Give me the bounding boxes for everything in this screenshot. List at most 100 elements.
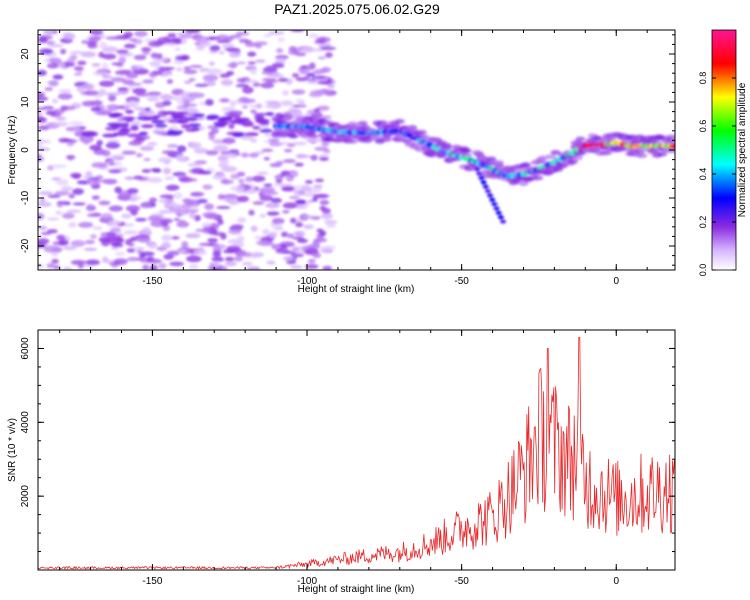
spectrogram-noise-blob — [147, 40, 163, 48]
spectrogram-noise-blob — [102, 46, 118, 53]
spectrogram-noise-blob — [130, 124, 139, 131]
spectrogram-noise-blob — [176, 145, 187, 153]
spectrogram-noise-blob — [187, 162, 202, 167]
spectrogram-ridge-blob — [671, 143, 675, 149]
spectrogram-noise-blob — [123, 43, 136, 49]
spectrogram-ylabel: Frequency (Hz) — [7, 116, 18, 185]
spectrogram-noise-blob — [291, 72, 300, 78]
spectrogram-noise-blob — [322, 265, 332, 270]
spectrogram-noise-blob — [106, 139, 120, 144]
spectrogram-noise-blob — [216, 34, 230, 42]
spectrogram-noise-blob — [320, 46, 337, 51]
spectrogram-noise-blob — [170, 37, 182, 42]
spectrogram-noise-blob — [288, 107, 299, 114]
spectrogram-noise-blob — [135, 217, 147, 222]
spectrogram-noise-blob — [283, 149, 293, 153]
spectrogram-noise-blob — [249, 267, 257, 270]
spectrogram-noise-blob — [242, 98, 256, 104]
spectrogram-noise-blob — [196, 198, 208, 204]
spectrogram-noise-blob — [59, 48, 67, 55]
spectrogram-noise-blob — [205, 150, 219, 156]
spectrogram-noise-blob — [219, 265, 228, 270]
spectrogram-noise-blob — [268, 141, 283, 147]
snr-frame — [37, 329, 676, 571]
spectrogram-noise-blob — [128, 140, 143, 146]
spectrogram-ridge-halo — [602, 150, 613, 156]
spectrogram-noise-blob — [255, 240, 268, 246]
spectrogram-noise-blob — [109, 227, 122, 234]
spectrogram-y-tick-label: -10 — [20, 190, 31, 205]
spectrogram-noise-blob — [256, 171, 269, 176]
spectrogram-noise-blob — [190, 142, 203, 148]
spectrogram-noise-blob — [161, 72, 173, 76]
spectrogram-noise-blob — [218, 159, 230, 166]
spectrogram-noise-blob — [221, 107, 236, 112]
spectrogram-noise-blob — [174, 55, 189, 61]
spectrogram-noise-blob — [109, 154, 126, 159]
spectrogram-noise-blob — [197, 170, 212, 175]
spectrogram-noise-blob — [162, 110, 178, 115]
spectrogram-noise-blob — [160, 209, 170, 214]
spectrogram-noise-blob — [266, 260, 276, 265]
spectrogram-ridge-halo — [394, 118, 405, 124]
spectrogram-noise-blob — [312, 241, 321, 248]
spectrogram-noise-blob — [306, 80, 320, 85]
spectrogram-noise-blob — [44, 87, 54, 91]
spectrogram-noise-blob — [295, 222, 304, 228]
spectrogram-noise-blob — [175, 67, 183, 72]
spectrogram-noise-blob — [319, 246, 332, 253]
spectrogram-noise-blob — [176, 99, 185, 105]
spectrogram-noise-blob — [217, 193, 225, 200]
spectrogram-noise-blob — [229, 100, 237, 108]
spectrogram-noise-blob — [237, 195, 249, 203]
spectrogram-noise-blob — [176, 154, 186, 161]
spectrogram-noise-blob — [220, 179, 234, 185]
spectrogram-noise-blob — [266, 79, 279, 83]
spectrogram-noise-blob — [231, 132, 244, 137]
spectrogram-noise-blob — [173, 59, 185, 65]
spectrogram-ridge-halo — [520, 162, 531, 168]
spectrogram-noise-blob — [127, 133, 142, 138]
spectrogram-noise-blob — [235, 31, 250, 36]
spectrogram-ridge-halo — [308, 133, 319, 139]
spectrogram-noise-blob — [290, 217, 297, 224]
spectrogram-noise-blob — [54, 121, 69, 127]
spectrogram-ridge-halo — [288, 133, 299, 139]
spectrogram-noise-blob — [311, 75, 327, 79]
spectrogram-noise-blob — [38, 139, 47, 144]
spectrogram-noise-blob — [319, 157, 329, 161]
spectrogram-noise-blob — [73, 125, 80, 132]
spectrogram-noise-blob — [72, 202, 86, 206]
spectrogram-branch-blob — [497, 215, 504, 220]
spectrogram-noise-blob — [259, 128, 273, 133]
spectrogram-ridge-halo — [419, 134, 430, 140]
spectrogram-noise-blob — [38, 116, 48, 124]
spectrogram-noise-blob — [68, 193, 75, 199]
snr-x-tick-label: -150 — [142, 576, 162, 587]
spectrogram-noise-blob — [38, 96, 49, 102]
spectrogram-noise-blob — [118, 56, 127, 64]
spectrogram-noise-blob — [102, 178, 118, 185]
spectrogram-noise-blob — [282, 256, 294, 261]
spectrogram-noise-blob — [173, 192, 183, 200]
spectrogram-noise-blob — [272, 62, 285, 68]
spectrogram-noise-blob — [123, 230, 139, 235]
spectrogram-noise-blob — [189, 263, 199, 270]
spectrogram-noise-blob — [188, 212, 196, 219]
spectrogram-noise-blob — [131, 65, 142, 70]
spectrogram-noise-blob — [128, 86, 135, 91]
spectrogram-noise-blob — [291, 246, 299, 253]
spectrogram-y-tick-label: -20 — [20, 238, 31, 253]
spectrogram-ridge-halo — [347, 138, 358, 144]
spectrogram-ridge-halo — [357, 120, 368, 126]
spectrogram-noise-blob — [224, 47, 240, 51]
spectrogram-noise-blob — [46, 217, 60, 221]
spectrogram-noise-blob — [124, 176, 135, 180]
spectrogram-noise-blob — [139, 146, 155, 151]
spectrogram-noise-blob — [128, 38, 138, 42]
spectrogram-noise-blob — [38, 69, 47, 76]
spectrogram-noise-blob — [61, 212, 75, 219]
spectrogram-noise-blob — [70, 259, 86, 266]
spectrogram-noise-blob — [213, 145, 229, 152]
spectrogram-noise-blob — [108, 169, 122, 174]
